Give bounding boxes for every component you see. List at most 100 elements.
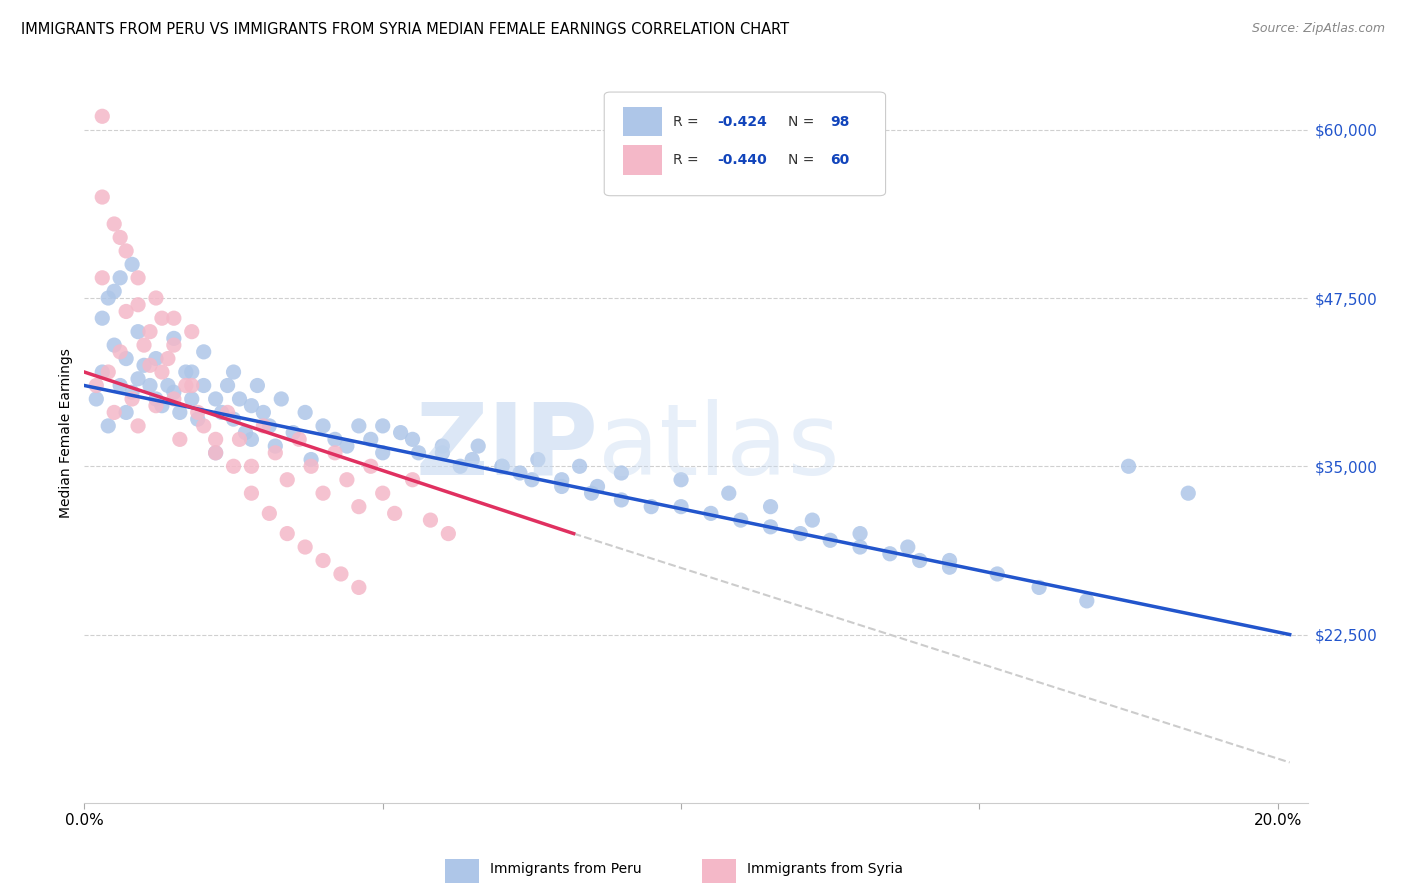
Point	[235, 425, 257, 440]
Point	[1177, 486, 1199, 500]
Point	[222, 412, 245, 426]
Point	[187, 405, 209, 419]
Point	[187, 412, 209, 426]
Point	[264, 446, 287, 460]
Text: R =: R =	[672, 153, 703, 167]
Point	[467, 439, 489, 453]
Text: 60: 60	[831, 153, 849, 167]
Point	[127, 298, 149, 312]
Point	[669, 473, 692, 487]
Point	[1118, 459, 1140, 474]
Point	[294, 405, 316, 419]
Point	[240, 459, 263, 474]
Point	[204, 392, 226, 406]
Point	[193, 378, 215, 392]
Point	[211, 405, 233, 419]
Point	[163, 392, 186, 406]
Point	[801, 513, 824, 527]
Point	[789, 526, 811, 541]
Point	[91, 190, 114, 204]
Point	[401, 433, 423, 447]
Text: N =: N =	[787, 115, 818, 128]
Point	[91, 311, 114, 326]
Point	[132, 359, 155, 373]
Point	[938, 560, 960, 574]
Point	[408, 446, 430, 460]
Point	[150, 399, 173, 413]
Point	[329, 566, 352, 581]
Point	[163, 331, 186, 345]
Point	[336, 439, 359, 453]
Point	[259, 507, 281, 521]
Point	[91, 365, 114, 379]
Point	[127, 418, 149, 433]
Point	[437, 526, 460, 541]
Point	[145, 399, 167, 413]
Point	[174, 378, 197, 392]
Point	[551, 479, 574, 493]
Text: Immigrants from Syria: Immigrants from Syria	[748, 863, 903, 877]
Point	[91, 109, 114, 123]
Y-axis label: Median Female Earnings: Median Female Earnings	[59, 348, 73, 517]
Point	[669, 500, 692, 514]
Point	[299, 452, 322, 467]
Point	[97, 418, 120, 433]
Point	[432, 439, 454, 453]
Point	[259, 418, 281, 433]
Point	[568, 459, 591, 474]
Point	[204, 446, 226, 460]
Point	[938, 553, 960, 567]
Text: -0.424: -0.424	[717, 115, 766, 128]
Point	[163, 311, 186, 326]
Point	[180, 365, 202, 379]
Point	[270, 392, 292, 406]
Point	[700, 507, 723, 521]
Point	[222, 365, 245, 379]
Point	[169, 405, 191, 419]
Point	[169, 433, 191, 447]
Point	[401, 473, 423, 487]
Point	[360, 459, 382, 474]
Point	[127, 270, 149, 285]
Point	[228, 392, 250, 406]
Point	[217, 405, 239, 419]
Point	[252, 418, 274, 433]
Point	[204, 446, 226, 460]
Point	[1076, 594, 1098, 608]
Point	[986, 566, 1008, 581]
Point	[180, 378, 202, 392]
Point	[1028, 581, 1050, 595]
Point	[276, 526, 298, 541]
Point	[323, 446, 346, 460]
Text: R =: R =	[672, 115, 703, 128]
Point	[174, 365, 197, 379]
Point	[240, 399, 263, 413]
Point	[610, 492, 633, 507]
Text: N =: N =	[787, 153, 818, 167]
Point	[103, 405, 125, 419]
Point	[145, 291, 167, 305]
Point	[759, 500, 782, 514]
Text: Source: ZipAtlas.com: Source: ZipAtlas.com	[1251, 22, 1385, 36]
Point	[84, 378, 107, 392]
Point	[163, 385, 186, 400]
Point	[509, 466, 531, 480]
Point	[193, 344, 215, 359]
Point	[115, 304, 138, 318]
Point	[299, 459, 322, 474]
Point	[103, 285, 125, 299]
Point	[347, 418, 370, 433]
Point	[283, 425, 305, 440]
Point	[818, 533, 841, 548]
Text: 98: 98	[831, 115, 849, 128]
Point	[108, 344, 131, 359]
FancyBboxPatch shape	[623, 145, 662, 175]
Point	[384, 507, 406, 521]
Text: ZIP: ZIP	[415, 399, 598, 496]
Point	[97, 291, 120, 305]
Point	[127, 372, 149, 386]
Point	[527, 452, 550, 467]
Point	[115, 405, 138, 419]
Point	[156, 378, 179, 392]
Point	[432, 446, 454, 460]
